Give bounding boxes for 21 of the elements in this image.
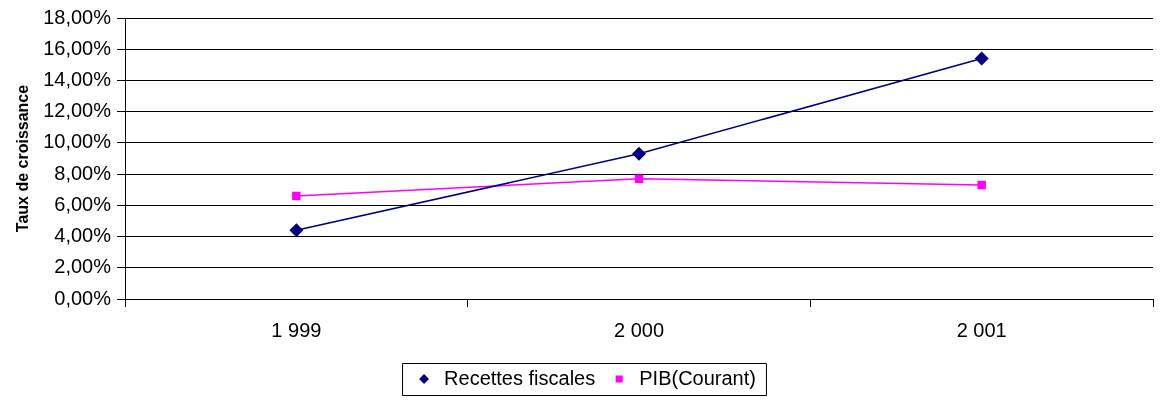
point xyxy=(977,180,986,190)
y-tick-label: 6,00% xyxy=(54,192,112,215)
legend-label: Recettes fiscales xyxy=(444,366,596,389)
legend-label: PIB(Courant) xyxy=(639,366,756,389)
y-tick-label: 4,00% xyxy=(54,224,112,247)
y-tick-label: 2,00% xyxy=(54,255,112,278)
point xyxy=(289,223,304,238)
x-tick-label: 2 000 xyxy=(613,318,665,341)
x-tick-label: 2 001 xyxy=(956,318,1007,341)
y-tick-label: 0,00% xyxy=(54,286,112,309)
x-tick-label: 1 999 xyxy=(271,318,322,341)
y-axis-title: Taux de croissance xyxy=(14,84,32,233)
y-tick-label: 10,00% xyxy=(43,130,112,153)
point xyxy=(632,146,647,161)
point xyxy=(974,51,989,66)
y-tick-label: 18,00% xyxy=(43,5,112,28)
y-tick-label: 8,00% xyxy=(54,161,112,184)
point xyxy=(292,191,301,201)
y-tick-label: 14,00% xyxy=(43,67,112,90)
y-tick-label: 16,00% xyxy=(43,36,112,59)
y-tick-label: 12,00% xyxy=(43,99,112,122)
